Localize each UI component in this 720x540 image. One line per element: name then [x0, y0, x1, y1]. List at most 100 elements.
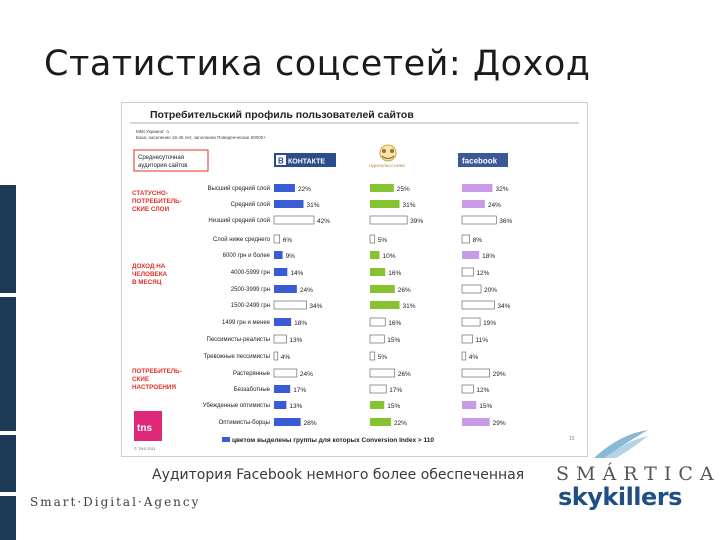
bar-value-label: 8%: [473, 237, 483, 244]
slide-title: Статистика соцсетей: Доход: [44, 44, 591, 84]
bar-value-label: 29%: [493, 371, 506, 378]
bar-value-label: 15%: [387, 337, 400, 344]
category-label: 4000-5999 грн: [231, 270, 270, 276]
bar-odnoklassniki-0: [370, 184, 394, 192]
bar-vkontakte-1: [274, 200, 304, 208]
bar-value-label: 10%: [383, 253, 396, 260]
bar-value-label: 20%: [484, 287, 497, 294]
smartica-swoosh-graphic: [594, 430, 648, 458]
bar-facebook-1: [462, 200, 485, 208]
bar-value-label: 13%: [289, 403, 302, 410]
footnote-swatch: [222, 437, 230, 442]
agency-logo-text: Smart·Digital·Agency: [30, 495, 201, 509]
bar-vkontakte-7: [273, 300, 307, 310]
bar-facebook-4: [462, 251, 480, 259]
bar-facebook-5: [461, 267, 474, 277]
bar-value-label: 26%: [398, 287, 411, 294]
category-label: Оптимисты-борцы: [219, 420, 270, 426]
vk-logo-text: КОНТАКТЕ: [288, 159, 325, 166]
bar-value-label: 31%: [403, 202, 416, 209]
category-label: Средний слой: [231, 201, 270, 208]
bar-facebook-12: [461, 384, 474, 394]
bar-value-label: 14%: [290, 270, 303, 277]
bar-vkontakte-0: [274, 184, 295, 192]
bar-facebook-2: [461, 215, 497, 225]
bar-value-label: 15%: [479, 403, 492, 410]
copyright: © TNS 2011: [134, 446, 156, 451]
bar-odnoklassniki-6: [370, 285, 395, 293]
category-label: Слой ниже среднего: [213, 236, 271, 243]
svg-text:В МЕСЯЦ: В МЕСЯЦ: [132, 279, 162, 286]
bar-value-label: 16%: [388, 320, 401, 327]
bar-facebook-7: [461, 300, 495, 310]
vk-logo-mark-letter: В: [278, 157, 284, 166]
bar-odnoklassniki-1: [370, 200, 400, 208]
bar-facebook-13: [462, 401, 477, 409]
bar-odnoklassniki-7: [370, 301, 400, 309]
bar-value-label: 16%: [388, 270, 401, 277]
category-label: Тревожные пессимисты: [203, 354, 270, 360]
bar-odnoklassniki-14: [370, 418, 391, 426]
bar-odnoklassniki-3: [369, 234, 376, 244]
bar-odnoklassniki-12: [369, 384, 387, 394]
chart-footnote: цветом выделены группы для которых Conve…: [232, 437, 434, 444]
group-label-status: СТАТУСНО- ПОТРЕБИТЕЛЬ- СКИЕ СЛОИ: [132, 190, 182, 213]
skykillers-logo-text: skykillers: [558, 483, 682, 511]
bar-value-label: 18%: [482, 253, 495, 260]
bar-odnoklassniki-13: [370, 401, 385, 409]
svg-text:СТАТУСНО-: СТАТУСНО-: [132, 190, 168, 197]
chart-source-line-2: База: население 16-45 лет, заполнили Пов…: [136, 135, 266, 140]
bar-value-label: 24%: [300, 287, 313, 294]
ok-logo: ОДНОКЛАССНИКИ: [369, 144, 405, 168]
bar-value-label: 31%: [307, 202, 320, 209]
bar-value-label: 26%: [398, 371, 411, 378]
bar-vkontakte-5: [274, 268, 288, 276]
tns-logo-text: tns: [137, 423, 152, 434]
svg-text:ПОТРЕБИТЕЛЬ-: ПОТРЕБИТЕЛЬ-: [132, 198, 182, 205]
bar-vkontakte-2: [273, 215, 315, 225]
bar-odnoklassniki-10: [369, 351, 376, 361]
bar-vkontakte-11: [273, 368, 298, 378]
fb-logo-text: facebook: [462, 157, 498, 166]
bar-vkontakte-9: [273, 334, 287, 344]
legend-note-box: [133, 149, 209, 172]
bar-value-label: 12%: [476, 270, 489, 277]
bar-value-label: 34%: [309, 303, 322, 310]
bar-facebook-11: [461, 368, 490, 378]
category-label: Растерянные: [233, 371, 271, 377]
category-label: 2500-3999 грн: [231, 287, 270, 293]
bar-odnoklassniki-5: [370, 268, 386, 276]
category-label: Высший средний слой: [208, 185, 270, 192]
chart-svg: Потребительский профиль пользователей са…: [130, 109, 579, 451]
bar-vkontakte-6: [274, 285, 297, 293]
slide-caption: Аудитория Facebook немного более обеспеч…: [152, 467, 525, 483]
svg-text:ОДНОКЛАССНИКИ: ОДНОКЛАССНИКИ: [369, 163, 405, 168]
svg-text:ПОТРЕБИТЕЛЬ-: ПОТРЕБИТЕЛЬ-: [132, 368, 182, 375]
bar-value-label: 22%: [394, 420, 407, 427]
bar-value-label: 5%: [378, 237, 388, 244]
bar-odnoklassniki-11: [369, 368, 396, 378]
bar-value-label: 4%: [281, 354, 291, 361]
category-label: Низший средний слой: [208, 217, 270, 224]
bar-value-label: 24%: [300, 371, 313, 378]
chart-figure: Потребительский профиль пользователей са…: [121, 102, 588, 457]
bar-value-label: 13%: [289, 337, 302, 344]
bar-value-label: 31%: [403, 303, 416, 310]
bar-vkontakte-14: [274, 418, 301, 426]
bar-value-label: 6%: [283, 237, 293, 244]
bar-value-label: 17%: [293, 387, 306, 394]
smartica-logo-text: SMÁRTICA: [556, 463, 720, 485]
category-label: Пессимисты-реалисты: [207, 337, 270, 343]
bar-value-label: 34%: [497, 303, 510, 310]
vk-logo-mark: [276, 155, 286, 165]
bar-vkontakte-4: [274, 251, 283, 259]
bar-value-label: 17%: [389, 387, 402, 394]
category-label: 1499 грн и менее: [222, 320, 271, 326]
group-label-mood: ПОТРЕБИТЕЛЬ- СКИЕ НАСТРОЕНИЯ: [132, 368, 182, 391]
bar-value-label: 4%: [469, 354, 479, 361]
svg-text:ЧЕЛОВЕКА: ЧЕЛОВЕКА: [132, 271, 168, 278]
bar-value-label: 36%: [499, 218, 512, 225]
svg-text:СКИЕ СЛОИ: СКИЕ СЛОИ: [132, 206, 170, 213]
chart-page-number: 15: [569, 436, 575, 442]
bar-value-label: 24%: [488, 202, 501, 209]
